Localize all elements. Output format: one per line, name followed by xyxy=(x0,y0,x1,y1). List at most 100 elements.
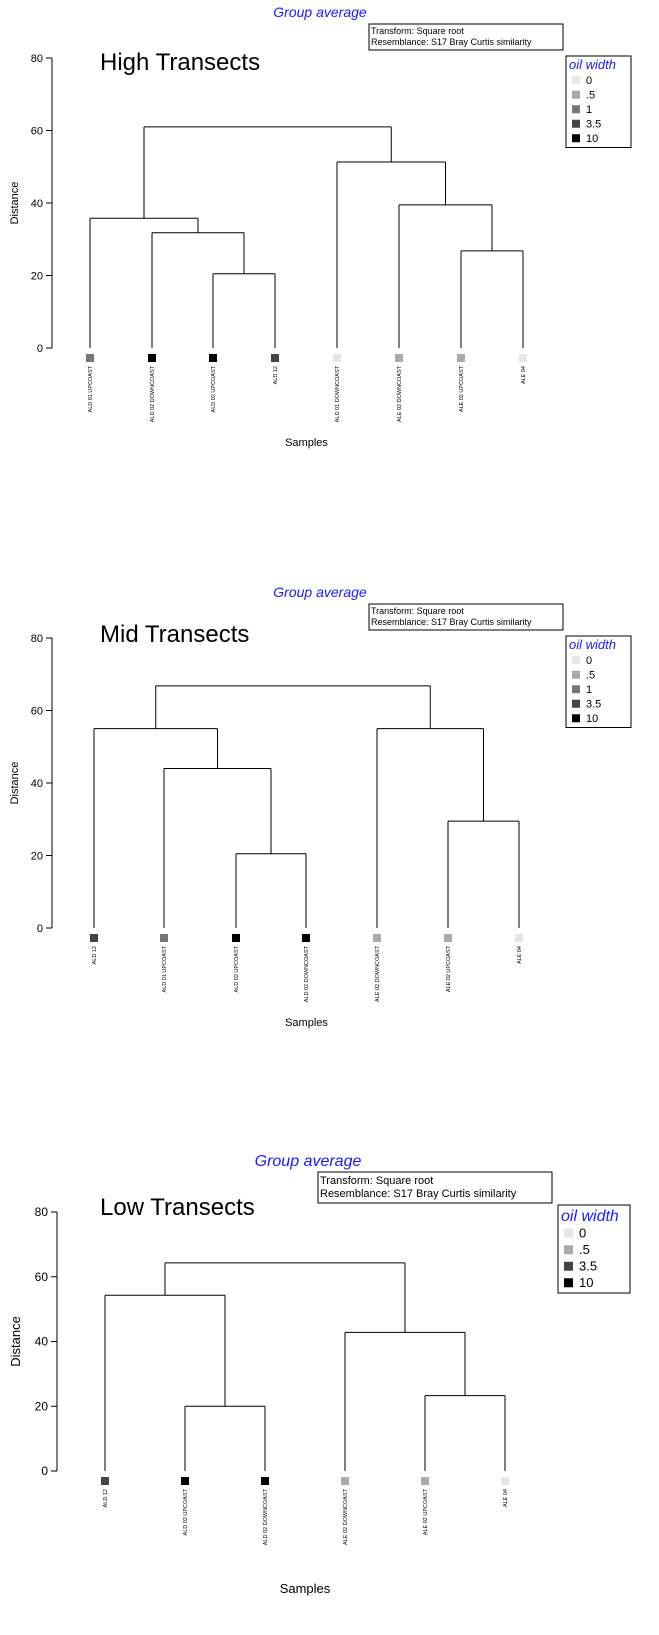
leaf-label: ALE 02 DOWNCOAST xyxy=(375,945,381,1002)
y-tick-label: 40 xyxy=(35,1335,49,1349)
leaf-label: ALD 02 DOWNCOAST xyxy=(263,1488,269,1545)
legend-box xyxy=(565,635,632,728)
leaf-marker xyxy=(101,1477,109,1485)
legend-swatch xyxy=(572,90,580,99)
x-axis-label: Samples xyxy=(285,437,328,449)
y-tick-label: 60 xyxy=(35,1270,49,1284)
legend-swatch xyxy=(572,714,580,723)
legend-label: 0 xyxy=(579,1225,586,1240)
info-box xyxy=(368,603,564,631)
chart-title: Mid Transects xyxy=(100,621,249,648)
leaf-label: ALE 04 xyxy=(503,1489,509,1507)
legend-swatch xyxy=(572,134,580,143)
y-tick-label: 80 xyxy=(31,633,43,645)
leaf-label: ALE 04 xyxy=(517,946,523,964)
legend-label: 3.5 xyxy=(586,698,601,710)
y-axis-label: Distance xyxy=(9,762,21,805)
leaf-label: ALE 04 xyxy=(521,366,527,384)
leaf-label: ALD 12 xyxy=(273,366,279,384)
dendrogram-high: Group average Transform: Square root Resem… xyxy=(0,0,659,520)
dendrogram-svg: Group average Transform: Square rootResem… xyxy=(8,1153,631,1596)
legend-label: 10 xyxy=(579,1275,593,1290)
info-box xyxy=(368,23,564,51)
info-line: Resemblance: S17 Bray Curtis similarity xyxy=(320,1188,517,1200)
legend-swatch xyxy=(572,656,580,665)
legend-box xyxy=(565,55,632,148)
leaf-label: ALD 01 UPCOAST xyxy=(162,945,168,992)
y-tick-label: 80 xyxy=(35,1205,49,1219)
leaf-label: ALE 02 DOWNCOAST xyxy=(343,1488,349,1545)
y-tick-label: 40 xyxy=(31,778,43,790)
leaf-marker xyxy=(271,354,279,362)
legend-label: 0 xyxy=(586,75,592,87)
leaf-label: ALD 02 UPCOAST xyxy=(183,1488,189,1535)
leaf-marker xyxy=(421,1477,429,1485)
chart-subtitle: Group average xyxy=(273,4,367,20)
dendrogram-low: Group average Transform: Square root Resem… xyxy=(0,1145,659,1635)
legend-swatch xyxy=(572,699,580,708)
chart-subtitle: Group average xyxy=(255,1153,362,1170)
legend-swatch xyxy=(564,1228,573,1238)
leaf-marker xyxy=(86,354,94,362)
leaf-marker xyxy=(181,1477,189,1485)
y-tick-label: 20 xyxy=(31,270,43,282)
leaf-marker xyxy=(373,934,381,942)
leaf-marker xyxy=(333,354,341,362)
legend-swatch xyxy=(564,1261,573,1271)
info-line: Transform: Square root xyxy=(371,26,464,36)
leaf-label: ALD 12 xyxy=(92,946,98,964)
legend-label: 10 xyxy=(586,133,598,145)
leaf-label: ALD 02 DOWNCOAST xyxy=(304,945,310,1002)
y-tick-label: 60 xyxy=(31,125,43,137)
leaf-marker xyxy=(501,1477,509,1485)
y-tick-label: 0 xyxy=(37,923,43,935)
legend-swatch xyxy=(564,1245,573,1255)
y-tick-label: 20 xyxy=(31,850,43,862)
legend-label: 3.5 xyxy=(586,118,601,130)
leaf-marker xyxy=(232,934,240,942)
legend-title: oil width xyxy=(569,57,616,72)
info-line: Transform: Square root xyxy=(320,1175,433,1187)
y-tick-label: 0 xyxy=(37,343,43,355)
legend-label: .5 xyxy=(579,1242,590,1257)
info-box xyxy=(317,1171,553,1204)
leaf-label: ALD 02 DOWNCOAST xyxy=(150,365,156,422)
legend-label: 1 xyxy=(586,684,592,696)
leaf-marker xyxy=(341,1477,349,1485)
leaf-marker xyxy=(519,354,527,362)
dendrogram-svg: Group average Transform: Square rootResem… xyxy=(9,584,632,1029)
legend-label: 0 xyxy=(586,655,592,667)
legend-swatch xyxy=(572,119,580,128)
leaf-marker xyxy=(209,354,217,362)
chart-title: Low Transects xyxy=(100,1194,255,1221)
chart-subtitle: Group average xyxy=(273,584,367,600)
leaf-marker xyxy=(90,934,98,942)
leaf-label: ALD 01 UPCOAST xyxy=(88,365,94,412)
y-tick-label: 80 xyxy=(31,53,43,65)
leaf-marker xyxy=(148,354,156,362)
legend-title: oil width xyxy=(569,637,616,652)
legend-label: 3.5 xyxy=(579,1258,597,1273)
legend-swatch xyxy=(572,685,580,694)
leaf-marker xyxy=(160,934,168,942)
leaf-label: ALD 02 UPCOAST xyxy=(211,365,217,412)
legend-label: 10 xyxy=(586,713,598,725)
leaf-marker xyxy=(515,934,523,942)
leaf-marker xyxy=(457,354,465,362)
y-tick-label: 40 xyxy=(31,198,43,210)
y-tick-label: 0 xyxy=(41,1464,48,1478)
leaf-label: ALE 02 UPCOAST xyxy=(423,1488,429,1535)
y-tick-label: 60 xyxy=(31,705,43,717)
info-line: Resemblance: S17 Bray Curtis similarity xyxy=(371,617,532,627)
leaf-marker xyxy=(395,354,403,362)
chart-title: High Transects xyxy=(100,49,260,76)
y-axis-label: Distance xyxy=(9,182,21,225)
dendrogram-svg: Group average Transform: Square rootResem… xyxy=(9,4,632,449)
legend-swatch xyxy=(572,670,580,679)
leaf-label: ALE 02 UPCOAST xyxy=(446,945,452,992)
leaf-label: ALE 02 DOWNCOAST xyxy=(397,365,403,422)
y-axis-label: Distance xyxy=(8,1316,23,1367)
legend-label: .5 xyxy=(586,89,595,101)
legend-swatch xyxy=(572,105,580,114)
dendrogram-mid: Group average Transform: Square root Resem… xyxy=(0,580,659,1080)
